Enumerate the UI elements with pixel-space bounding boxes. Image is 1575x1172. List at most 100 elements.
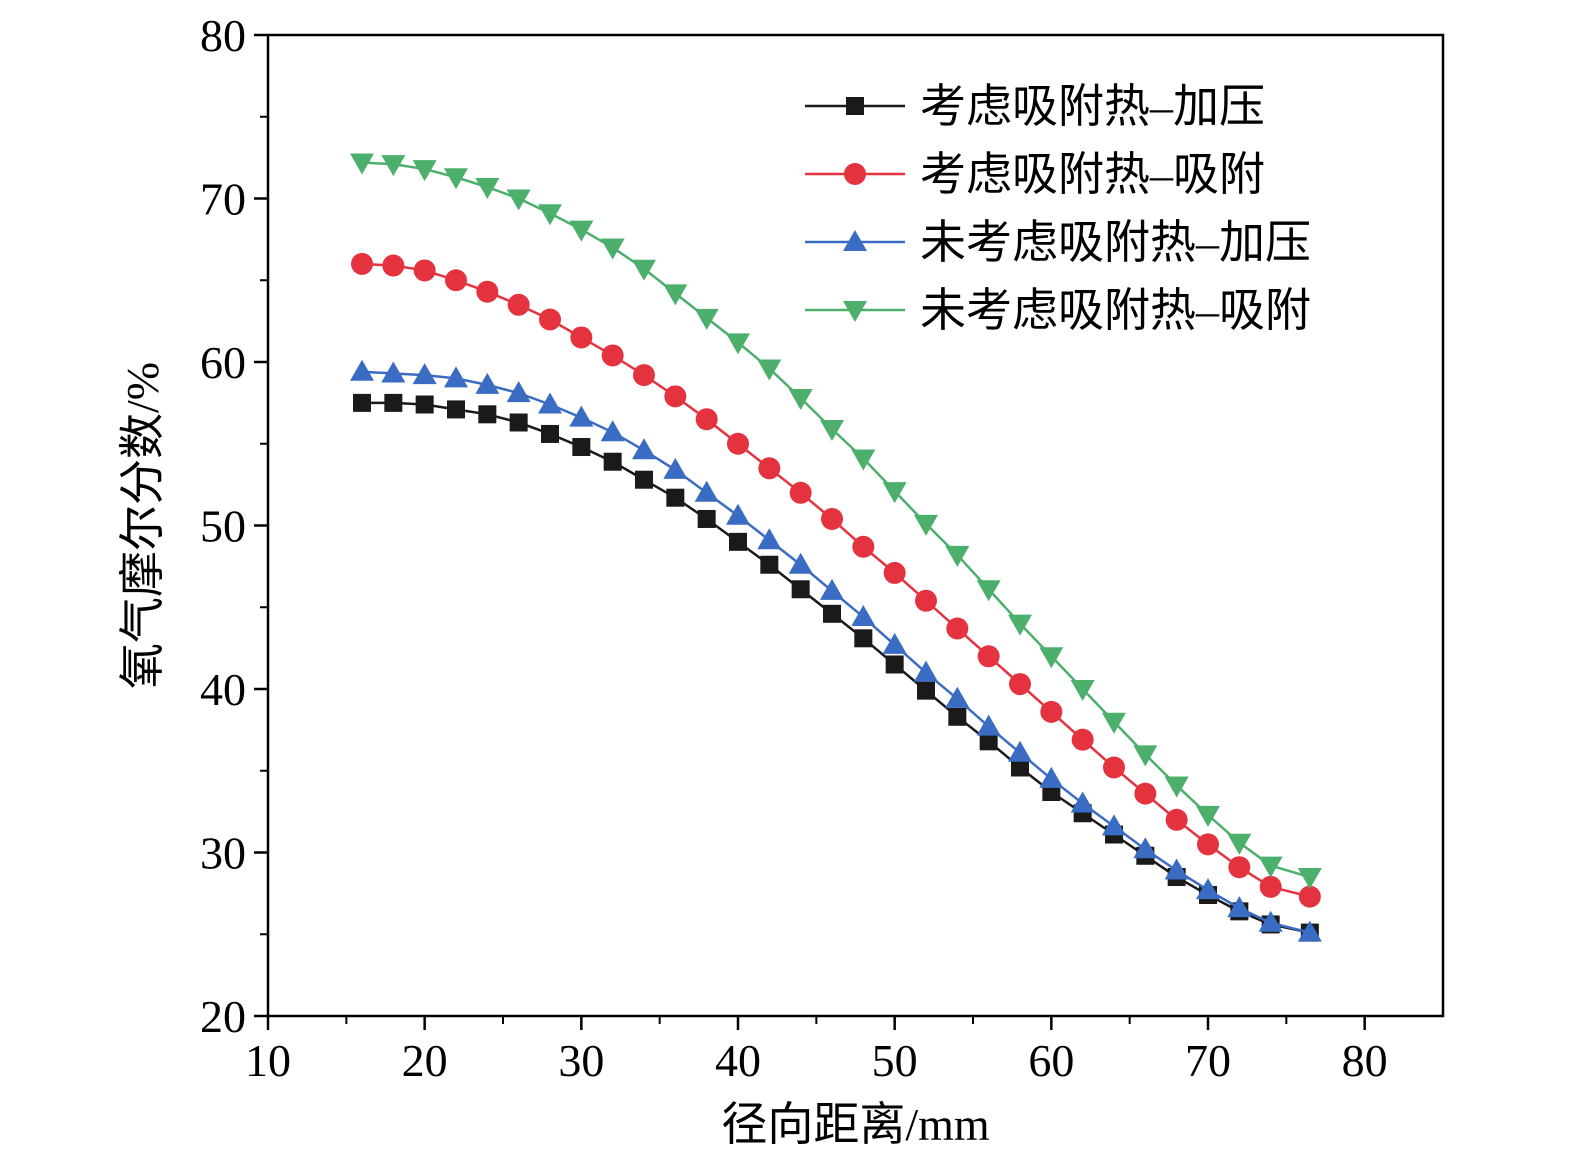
data-point	[444, 168, 468, 190]
data-point	[914, 660, 938, 682]
data-point	[1103, 756, 1125, 779]
x-tick-label: 30	[558, 1035, 604, 1086]
data-point	[882, 632, 907, 654]
data-point	[1164, 858, 1189, 880]
data-point	[1102, 712, 1126, 734]
data-point	[507, 293, 530, 316]
data-point	[569, 405, 594, 427]
data-point	[760, 555, 779, 574]
data-point	[1133, 745, 1158, 767]
x-axis-title: 径向距离/mm	[721, 1099, 990, 1150]
data-point	[757, 359, 782, 381]
x-tick-label: 80	[1342, 1035, 1388, 1086]
x-tick-label: 20	[402, 1035, 448, 1086]
data-point	[757, 528, 782, 550]
data-point	[727, 432, 749, 455]
data-point	[415, 395, 434, 414]
data-point	[1102, 814, 1126, 836]
data-point	[976, 714, 1001, 736]
data-point	[664, 385, 687, 408]
data-point	[569, 220, 594, 242]
data-point	[572, 438, 591, 457]
data-point	[509, 413, 528, 432]
data-point	[1297, 920, 1322, 942]
data-point	[1039, 766, 1064, 788]
data-point	[914, 514, 938, 536]
data-point	[851, 605, 876, 627]
data-point	[445, 269, 467, 292]
data-point	[788, 552, 813, 574]
data-point	[412, 363, 437, 385]
series-1	[353, 393, 1319, 942]
x-tick-label: 60	[1028, 1035, 1074, 1086]
data-point	[1164, 776, 1189, 798]
data-point	[915, 589, 937, 612]
data-point	[381, 361, 406, 383]
legend-marker	[843, 301, 867, 322]
data-point	[882, 482, 907, 504]
y-tick-label: 50	[200, 501, 246, 552]
data-point	[1070, 680, 1095, 701]
data-point	[1258, 856, 1283, 878]
data-point	[1008, 614, 1032, 636]
data-point	[788, 388, 813, 410]
data-point	[820, 578, 844, 600]
legend-label: 未考虑吸附热–吸附	[920, 285, 1311, 336]
data-point	[1298, 885, 1321, 908]
data-point	[979, 732, 998, 751]
data-point	[823, 604, 841, 623]
series-2	[351, 252, 1321, 908]
data-point	[885, 655, 904, 674]
data-point	[476, 280, 499, 303]
data-point	[1227, 833, 1252, 855]
data-point	[945, 686, 970, 708]
data-point	[1039, 647, 1064, 669]
data-point	[1228, 856, 1251, 879]
y-tick-label: 70	[200, 174, 246, 225]
data-point	[1040, 700, 1063, 723]
data-point	[1197, 833, 1219, 856]
data-point	[601, 344, 624, 367]
x-tick-label: 50	[872, 1035, 918, 1086]
data-point	[946, 617, 969, 640]
series-line	[361, 370, 1311, 934]
data-point	[447, 400, 465, 419]
data-point	[541, 424, 559, 443]
data-point	[791, 580, 810, 599]
data-point	[384, 393, 403, 412]
data-point	[1196, 805, 1220, 827]
data-point	[854, 629, 873, 648]
data-point	[663, 457, 688, 479]
data-point	[475, 372, 500, 394]
data-point	[821, 507, 843, 530]
data-point	[1070, 791, 1095, 813]
data-point	[603, 452, 622, 471]
y-tick-label: 40	[200, 664, 246, 715]
data-point	[539, 308, 561, 331]
data-point	[1196, 878, 1220, 900]
data-point	[478, 405, 497, 424]
data-point	[820, 420, 844, 442]
data-point	[1071, 728, 1094, 751]
data-point	[475, 178, 500, 200]
data-point	[948, 707, 967, 726]
data-point	[1227, 896, 1252, 918]
data-point	[945, 545, 970, 567]
data-point	[538, 204, 562, 226]
series-layer	[350, 153, 1322, 942]
data-point	[663, 284, 688, 306]
data-point	[632, 259, 656, 281]
data-point	[538, 392, 562, 414]
data-point	[600, 238, 625, 260]
legend-marker	[846, 97, 864, 115]
data-point	[976, 580, 1001, 602]
data-point	[381, 155, 406, 177]
data-point	[729, 532, 747, 551]
data-point	[697, 509, 716, 528]
series-3	[350, 359, 1322, 942]
data-point	[382, 254, 405, 277]
